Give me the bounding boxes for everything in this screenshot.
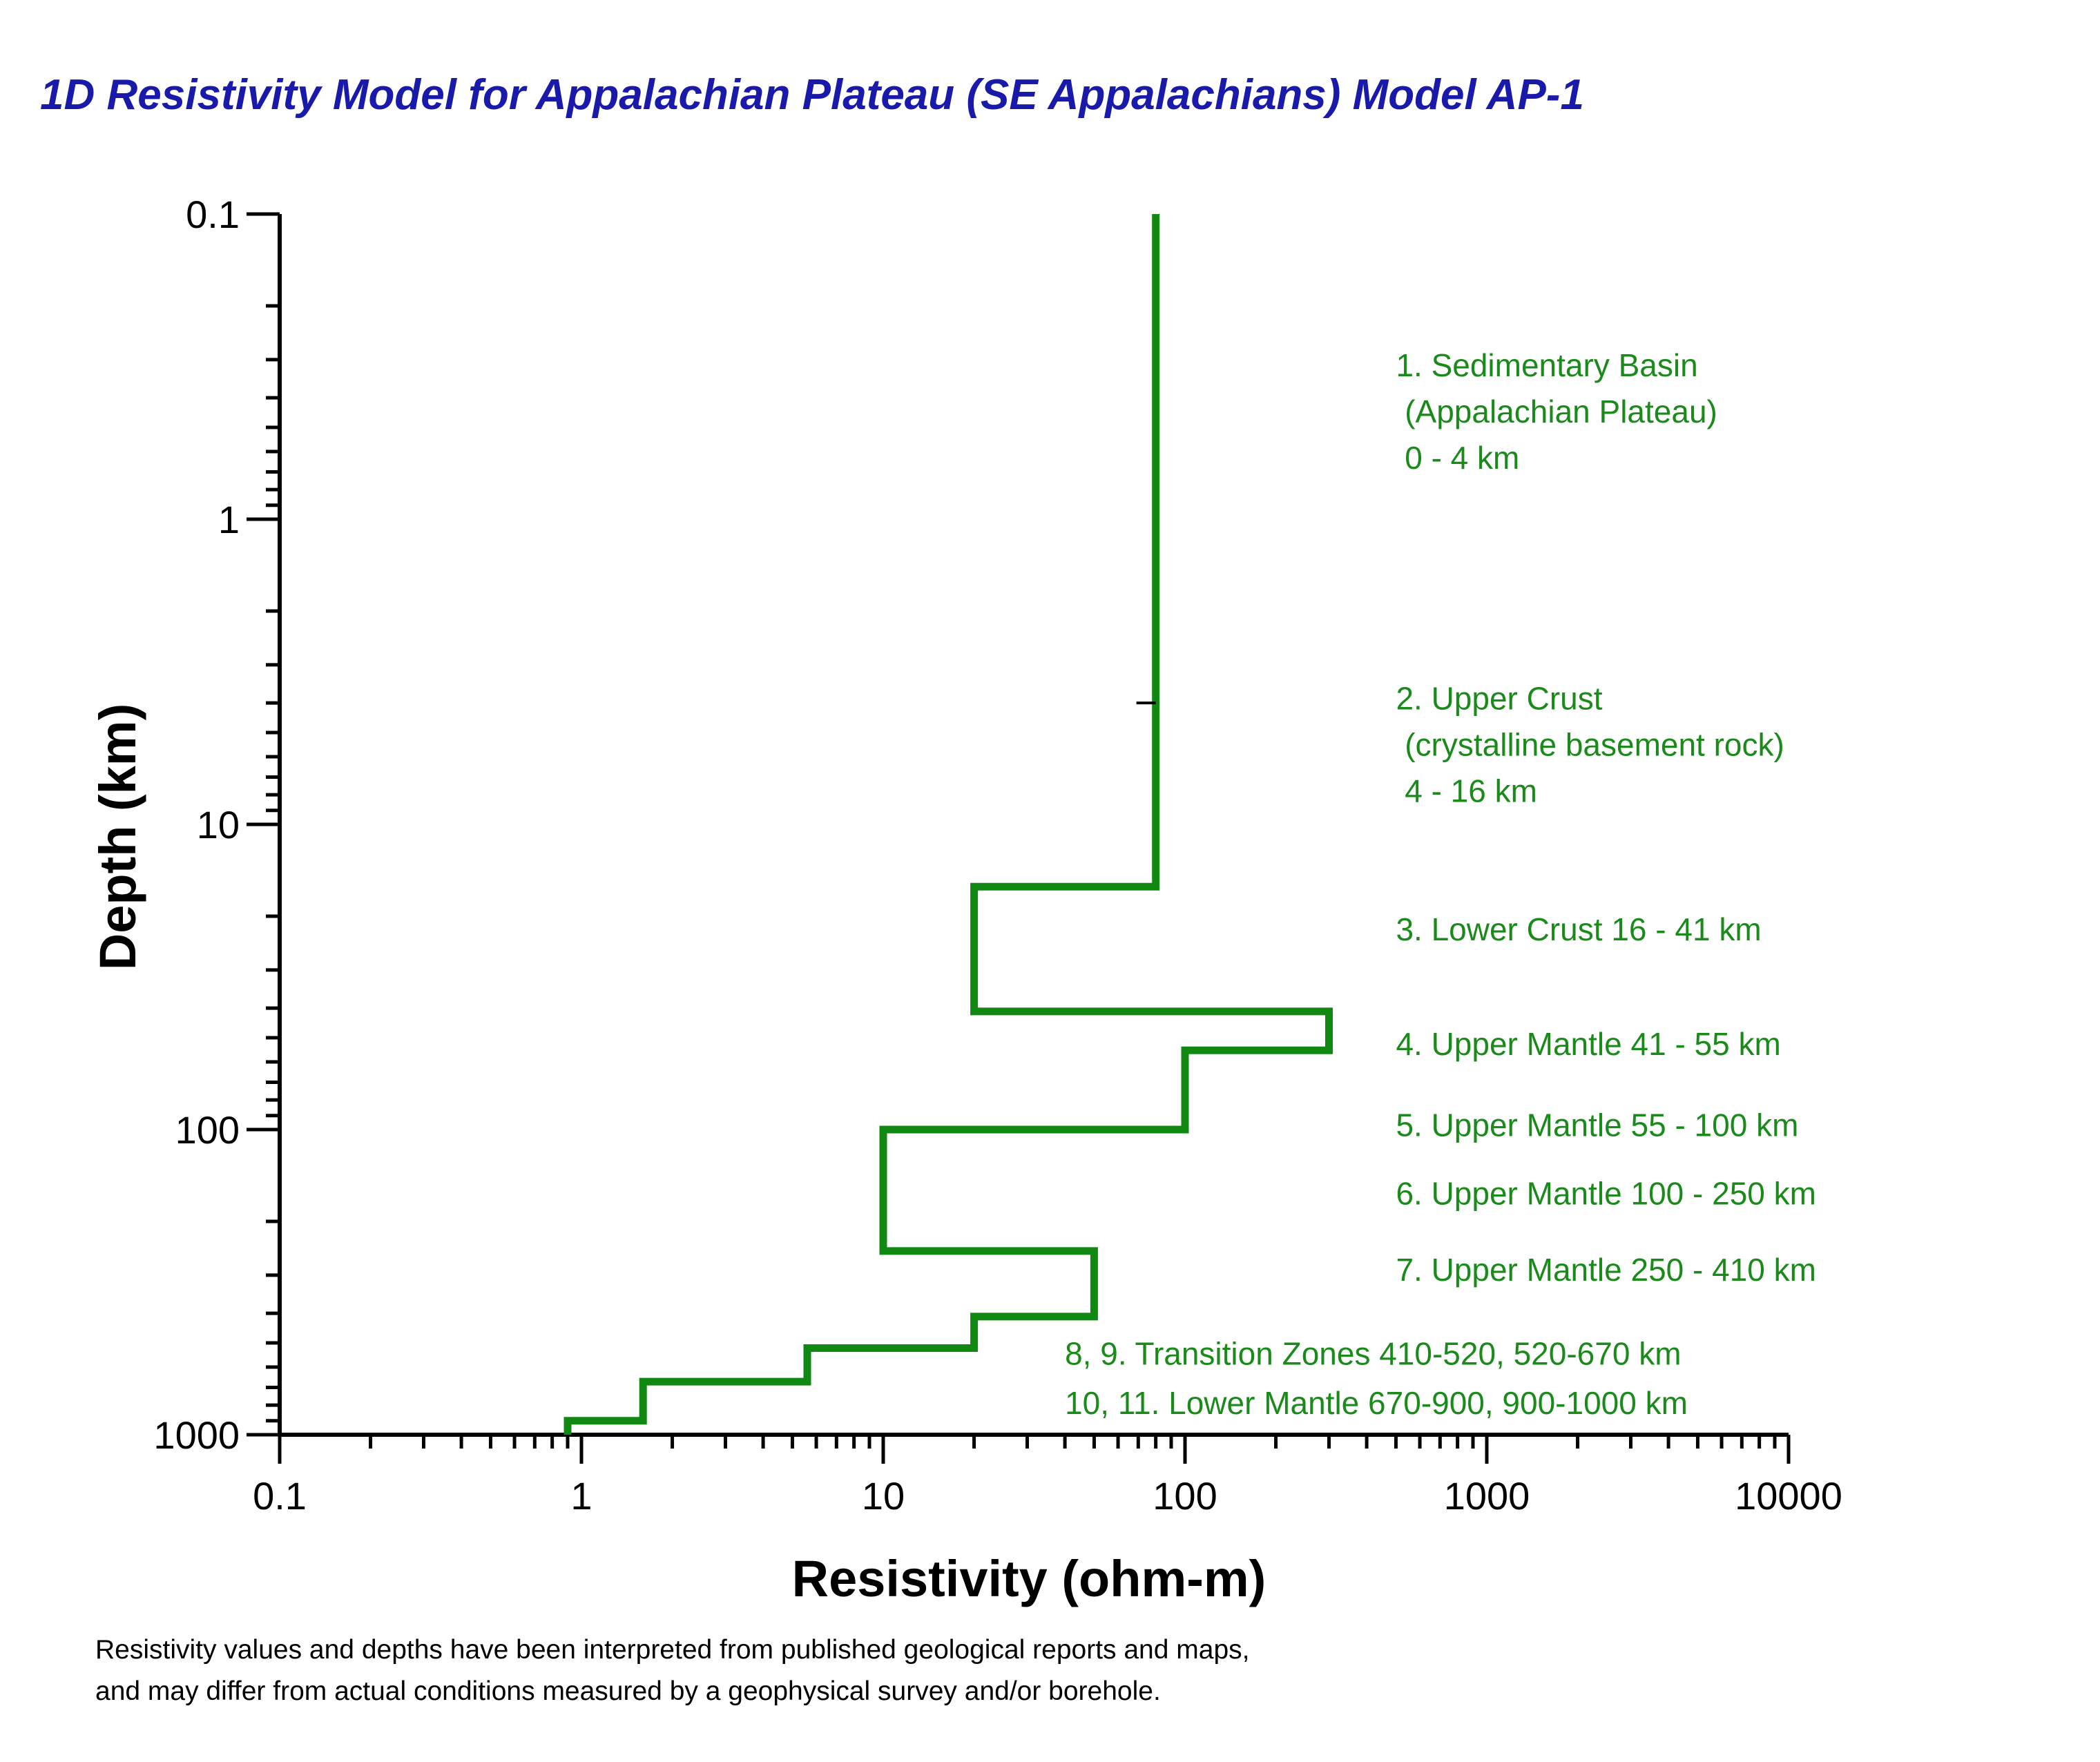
annotation-line: 2. Upper Crust — [1396, 680, 1602, 716]
y-tick-label: 10 — [197, 803, 240, 846]
layer-annotation: 7. Upper Mantle 250 - 410 km — [1396, 1252, 1816, 1288]
annotation-line: 6. Upper Mantle 100 - 250 km — [1396, 1176, 1816, 1212]
footnote-line: Resistivity values and depths have been … — [95, 1635, 1249, 1665]
x-tick-label: 100 — [1153, 1474, 1217, 1518]
layer-annotation: 8, 9. Transition Zones 410-520, 520-670 … — [1065, 1336, 1681, 1372]
series-layer — [563, 214, 1333, 1435]
annotation-line: 8, 9. Transition Zones 410-520, 520-670 … — [1065, 1336, 1681, 1372]
y-tick-label: 1000 — [153, 1413, 240, 1457]
layer-annotation: 1. Sedimentary Basin (Appalachian Platea… — [1396, 347, 1717, 476]
annotation-line: 4. Upper Mantle 41 - 55 km — [1396, 1026, 1780, 1062]
x-axis-title: Resistivity (ohm-m) — [792, 1550, 1266, 1607]
annotation-line: 4 - 16 km — [1396, 773, 1537, 809]
annotation-line: 1. Sedimentary Basin — [1396, 347, 1697, 383]
annotation-line: 0 - 4 km — [1396, 440, 1519, 476]
x-tick-label: 10 — [862, 1474, 905, 1518]
layer-annotation: 5. Upper Mantle 55 - 100 km — [1396, 1107, 1798, 1143]
chart-title: 1D Resistivity Model for Appalachian Pla… — [40, 71, 1584, 119]
y-axis-title: Depth (km) — [89, 704, 146, 970]
x-tick-label: 0.1 — [253, 1474, 307, 1518]
y-tick-label: 100 — [175, 1108, 240, 1152]
footnote: Resistivity values and depths have been … — [95, 1635, 1249, 1706]
footnote-line: and may differ from actual conditions me… — [95, 1676, 1161, 1706]
layer-annotation: 6. Upper Mantle 100 - 250 km — [1396, 1176, 1816, 1212]
x-tick-label: 1 — [570, 1474, 592, 1518]
resistivity-profile-line — [563, 214, 1333, 1435]
layer-annotation: 2. Upper Crust (crystalline basement roc… — [1396, 680, 1784, 809]
x-axis: 0.1 1 10 100 1000 10000 — [253, 1433, 1842, 1518]
y-axis: 0.1 1 10 100 1000 — [153, 193, 282, 1457]
layer-annotation: 4. Upper Mantle 41 - 55 km — [1396, 1026, 1780, 1062]
annotations: 1. Sedimentary Basin (Appalachian Platea… — [1065, 347, 1816, 1421]
annotation-line: 10, 11. Lower Mantle 670-900, 900-1000 k… — [1065, 1385, 1688, 1421]
x-tick-label: 1000 — [1444, 1474, 1530, 1518]
y-tick-label: 1 — [218, 498, 240, 541]
y-tick-label: 0.1 — [186, 193, 240, 236]
layer-annotation: 3. Lower Crust 16 - 41 km — [1396, 911, 1761, 947]
x-tick-label: 10000 — [1735, 1474, 1842, 1518]
annotation-line: 7. Upper Mantle 250 - 410 km — [1396, 1252, 1816, 1288]
annotation-line: (Appalachian Plateau) — [1396, 394, 1717, 429]
annotation-line: (crystalline basement rock) — [1396, 726, 1784, 762]
annotation-line: 3. Lower Crust 16 - 41 km — [1396, 911, 1761, 947]
annotation-line: 5. Upper Mantle 55 - 100 km — [1396, 1107, 1798, 1143]
layer-annotation: 10, 11. Lower Mantle 670-900, 900-1000 k… — [1065, 1385, 1688, 1421]
